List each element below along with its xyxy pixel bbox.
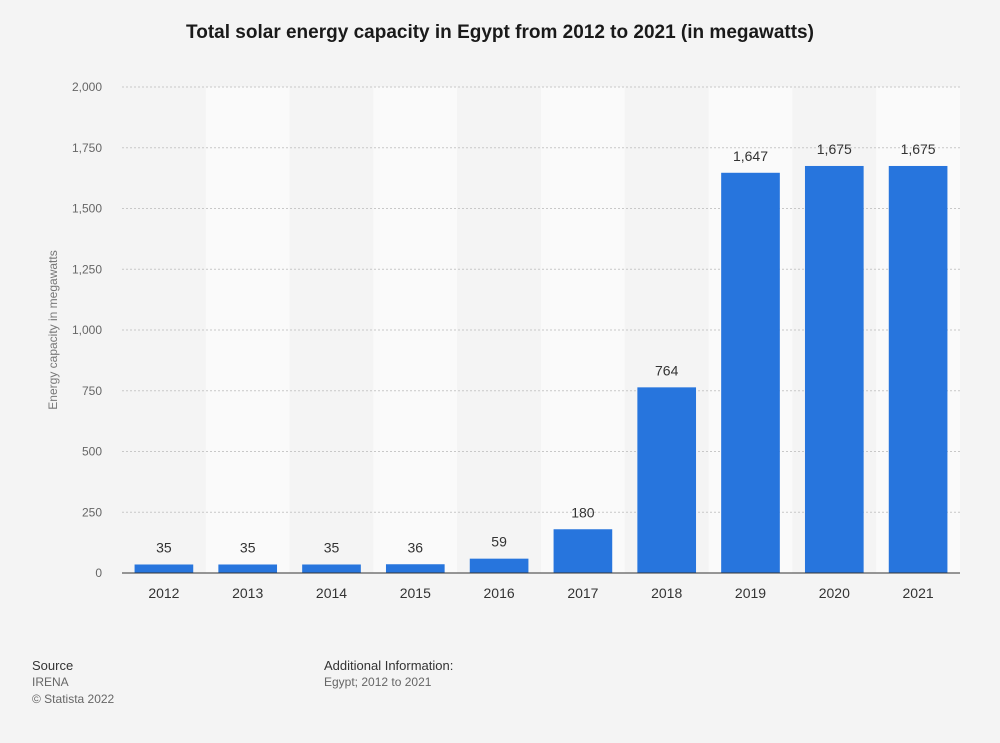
bar	[888, 165, 948, 573]
bar	[218, 564, 278, 573]
x-axis-tick-labels: 2012 2013 2014 2015 2016 2017 2018 2019 2020 2021	[148, 585, 934, 601]
x-tick-label: 2019	[735, 585, 766, 601]
value-label: 1,675	[901, 141, 936, 157]
y-tick-label: 0	[95, 566, 102, 580]
y-tick-label: 1,500	[72, 202, 102, 216]
value-label: 59	[491, 534, 507, 550]
value-labels: 35 35 35 36 59 180 764 1,647 1,675 1,675	[156, 141, 936, 556]
source-block: Source IRENA © Statista 2022	[32, 657, 114, 708]
y-axis-title: Energy capacity in megawatts	[46, 250, 60, 409]
y-tick-label: 750	[82, 384, 102, 398]
y-tick-label: 1,000	[72, 323, 102, 337]
value-label: 36	[408, 539, 424, 555]
value-label: 1,675	[817, 141, 852, 157]
x-tick-label: 2015	[400, 585, 431, 601]
y-tick-label: 1,750	[72, 141, 102, 155]
bar	[302, 564, 361, 573]
x-tick-label: 2021	[903, 585, 934, 601]
bar	[553, 529, 613, 573]
bar	[134, 564, 194, 573]
y-tick-label: 500	[82, 445, 102, 459]
additional-info-text: Egypt; 2012 to 2021	[324, 675, 432, 689]
y-tick-label: 250	[82, 505, 102, 519]
value-label: 35	[240, 539, 256, 555]
x-tick-label: 2017	[567, 585, 598, 601]
value-label: 764	[655, 362, 679, 378]
source-name: IRENA	[32, 675, 69, 689]
bar	[637, 387, 697, 573]
y-tick-label: 2,000	[72, 80, 102, 94]
bars	[134, 165, 948, 574]
bar	[721, 172, 780, 574]
source-heading: Source	[32, 658, 74, 673]
value-label: 35	[156, 539, 172, 555]
x-tick-label: 2014	[316, 585, 347, 601]
value-label: 35	[324, 539, 340, 555]
bar	[804, 165, 864, 573]
x-tick-label: 2018	[651, 585, 682, 601]
value-label: 180	[571, 504, 595, 520]
x-tick-label: 2013	[232, 585, 263, 601]
additional-info-block: Additional Information: Egypt; 2012 to 2…	[324, 657, 453, 691]
copyright-text: © Statista 2022	[32, 692, 115, 706]
x-tick-label: 2016	[484, 585, 515, 601]
y-axis-tick-labels: 0 250 500 750 1,000 1,250 1,500 1,750 2,000	[72, 80, 102, 580]
x-tick-label: 2012	[148, 585, 179, 601]
value-label: 1,647	[733, 148, 768, 164]
x-tick-label: 2020	[819, 585, 850, 601]
additional-info-heading: Additional Information:	[324, 658, 454, 673]
y-tick-label: 1,250	[72, 262, 102, 276]
bar	[469, 558, 529, 573]
bar	[385, 564, 445, 573]
chart-title: Total solar energy capacity in Egypt fro…	[186, 22, 814, 43]
